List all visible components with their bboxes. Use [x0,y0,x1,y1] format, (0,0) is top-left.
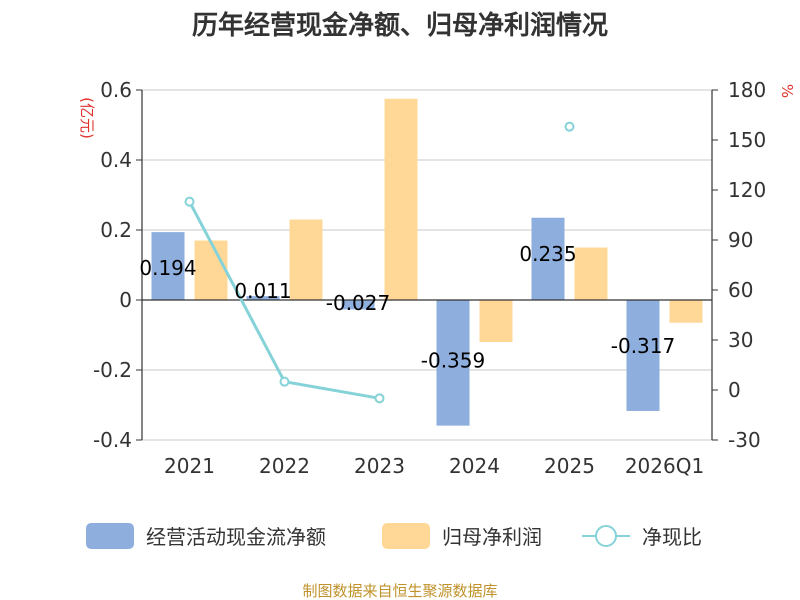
category-label: 2023 [354,454,405,478]
left-tick-label: 0.6 [100,78,132,102]
ratio-point [279,376,290,387]
ratio-line [184,121,575,404]
right-tick-label: 120 [728,178,766,202]
cash-flow-data-label: -0.317 [611,334,675,358]
net-profit-bar [289,219,323,300]
cash-flow-bar [531,217,565,300]
category-label: 2022 [259,454,310,478]
left-tick-label: 0 [119,288,132,312]
category-label: 2021 [164,454,215,478]
left-tick-label: -0.2 [93,358,132,382]
net-profit-bar [669,300,703,323]
legend-profit-swatch [382,523,430,549]
legend-ratio-marker [595,525,617,547]
net-profit-bar [574,247,608,300]
legend: 经营活动现金流净额 归母净利润 净现比 [86,523,702,549]
category-label: 2025 [544,454,595,478]
category-label: 2024 [449,454,500,478]
left-axis-unit: (亿元) [78,97,96,139]
cash-flow-bar [151,232,185,300]
bars [151,98,703,426]
right-tick-label: 90 [728,228,753,252]
right-tick-label: 0 [728,378,741,402]
cash-flow-bar [626,300,660,411]
cash-flow-data-label: -0.027 [326,291,390,315]
chart-title: 历年经营现金净额、归母净利润情况 [192,10,608,41]
net-profit-bar [194,240,228,300]
right-axis-unit: % [778,84,796,98]
cash-flow-bar [436,300,470,426]
left-tick-label: 0.2 [100,218,132,242]
right-tick-label: 180 [728,78,766,102]
legend-profit-label: 归母净利润 [442,525,542,549]
data-labels: 0.194 0.011 -0.027 -0.359 0.235 -0.317 [139,242,675,373]
legend-cash-swatch [86,523,134,549]
net-profit-bar [479,300,513,342]
left-tick-label: 0.4 [100,148,132,172]
cash-flow-data-label: 0.194 [139,256,196,280]
legend-cash-label: 经营活动现金流净额 [146,525,326,549]
right-tick-label: -30 [728,428,761,452]
right-tick-label: 150 [728,128,766,152]
axes [136,89,718,441]
ratio-point [374,393,385,404]
cash-flow-bar [341,300,375,310]
right-tick-label: 60 [728,278,753,302]
cash-flow-data-label: 0.235 [519,242,576,266]
right-tick-label: 30 [728,328,753,352]
ratio-point [564,121,575,132]
ratio-point [184,196,195,207]
legend-ratio-label: 净现比 [642,525,702,549]
net-profit-bar [384,98,418,300]
cash-flow-data-label: -0.359 [421,349,485,373]
source-note: 制图数据来自恒生聚源数据库 [302,582,497,600]
cash-flow-bar [246,296,280,300]
cash-flow-data-label: 0.011 [234,279,291,303]
tick-labels: 0.6 0.4 0.2 0 -0.2 -0.4 180 150 120 90 60 30 0 -30 202… [93,78,766,478]
left-tick-label: -0.4 [93,428,132,452]
category-label: 2026Q1 [625,454,704,478]
